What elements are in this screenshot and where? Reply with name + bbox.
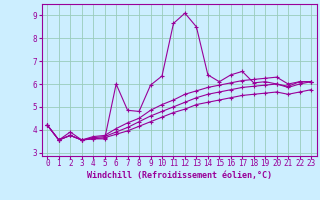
X-axis label: Windchill (Refroidissement éolien,°C): Windchill (Refroidissement éolien,°C) [87, 171, 272, 180]
